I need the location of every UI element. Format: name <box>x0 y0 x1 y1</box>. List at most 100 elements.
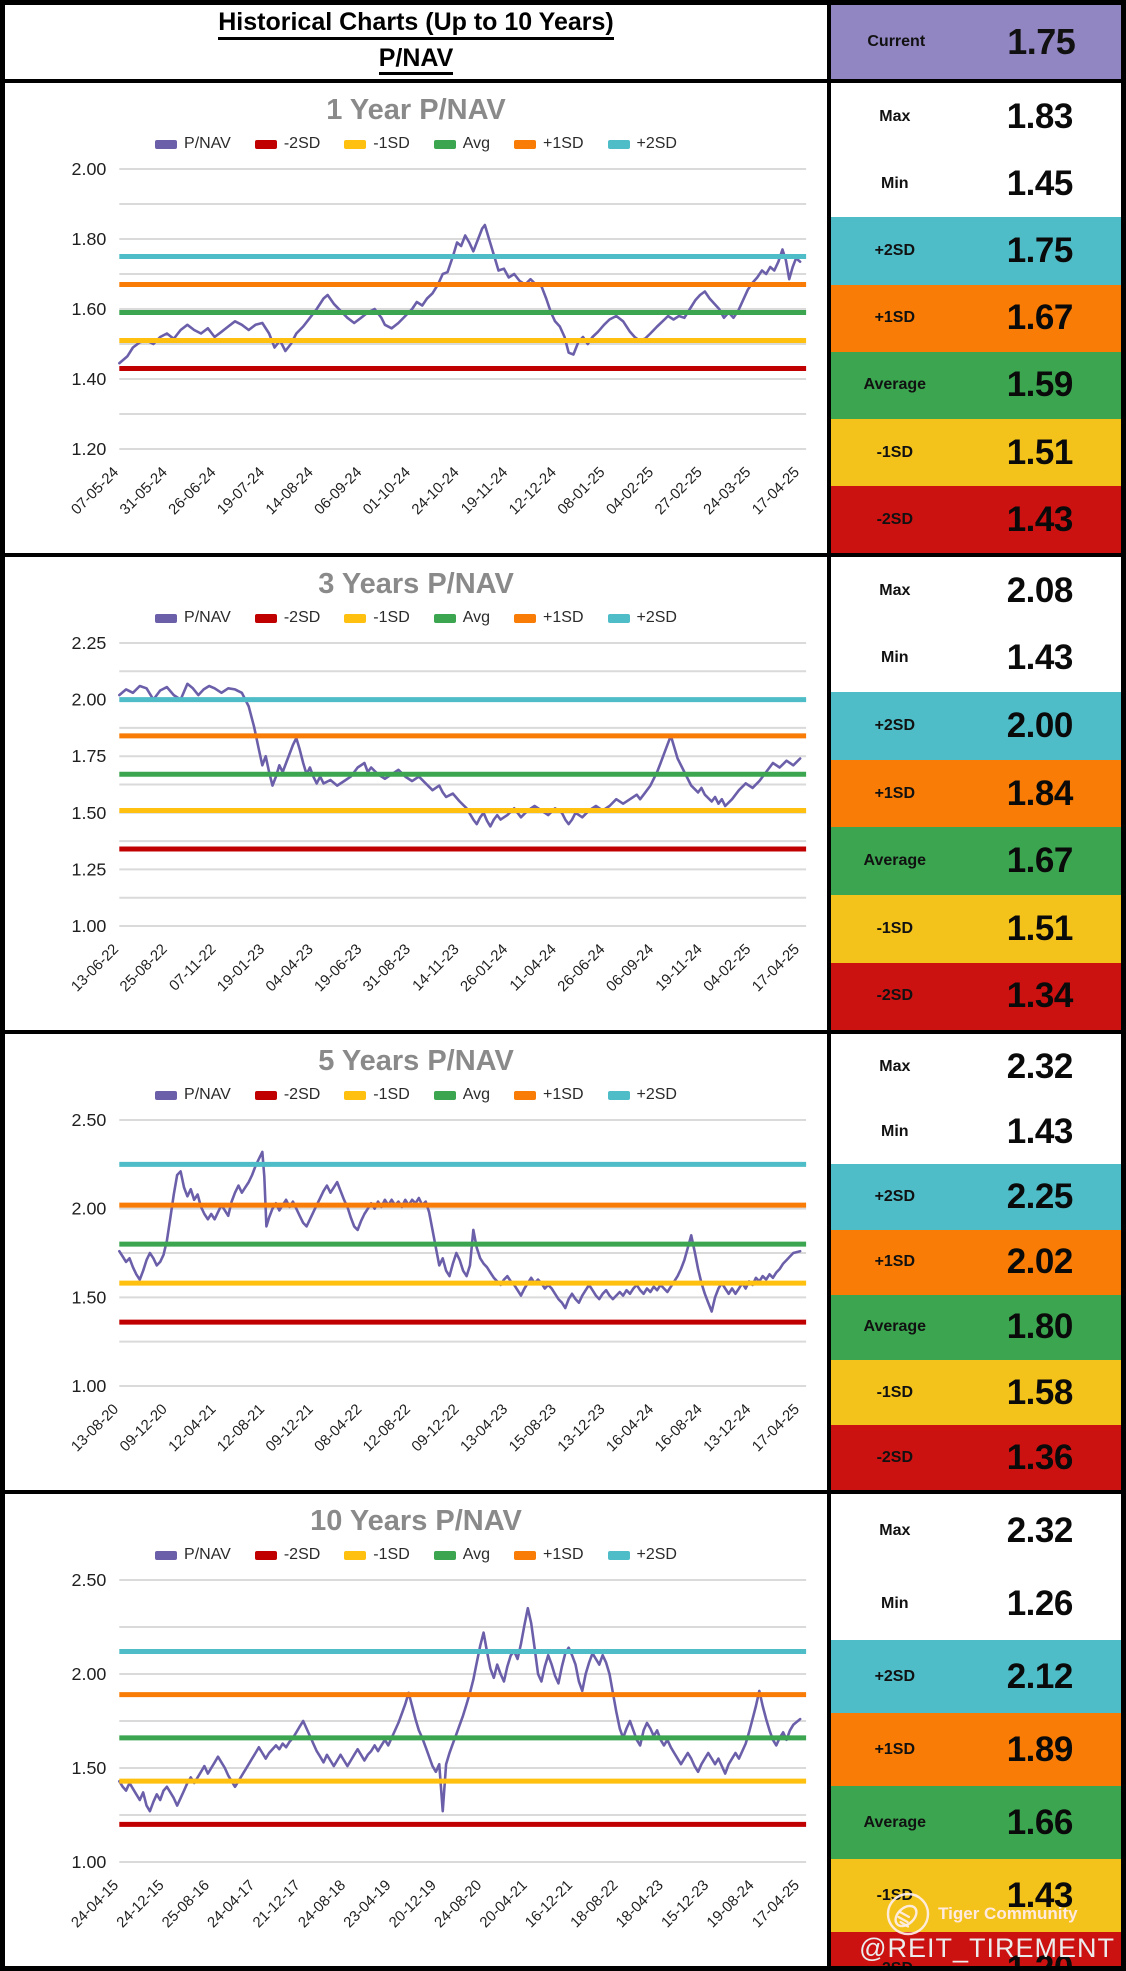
y-tick-label: 1.00 <box>72 916 107 936</box>
stat-row-max: Max 1.83 <box>831 83 1121 150</box>
legend-item: +2SD <box>607 609 677 627</box>
chart-block-1: 1 Year P/NAV P/NAV -2SD -1SD Avg +1SD +2SD 1.… <box>5 79 1121 553</box>
stat-label: -1SD <box>876 919 914 937</box>
stat-label: Min <box>881 649 909 667</box>
stat-value: 2.32 <box>1006 1510 1074 1550</box>
stat-value: 1.89 <box>1006 1729 1074 1769</box>
legend-item: +2SD <box>607 1086 677 1104</box>
x-tick-label: 04-04-23 <box>263 941 317 995</box>
stat-row-min: Min 1.26 <box>831 1567 1121 1640</box>
legend-label: -1SD <box>373 1086 410 1103</box>
stat-label: +1SD <box>874 1740 916 1758</box>
legend-item: -2SD <box>254 609 320 627</box>
stat-row-average: Average 1.66 <box>831 1786 1121 1859</box>
x-tick-label: 17-04-25 <box>749 1401 803 1455</box>
chart-block-2: 3 Years P/NAV P/NAV -2SD -1SD Avg +1SD +2SD 1… <box>5 553 1121 1030</box>
x-tick-label: 19-08-24 <box>703 1877 757 1931</box>
stat-label: Max <box>879 581 911 599</box>
stat-row-min: Min 1.43 <box>831 1099 1121 1164</box>
current-cell: Current 1.75 <box>831 5 1121 79</box>
x-tick-label: 13-04-23 <box>457 1401 511 1455</box>
x-tick-label: 24-08-18 <box>295 1877 349 1931</box>
stat-value: 2.08 <box>1006 570 1074 610</box>
stat-label: Average <box>863 852 927 870</box>
stat-value: 1.59 <box>1006 365 1074 405</box>
x-tick-label: 19-06-23 <box>311 941 365 995</box>
chart-legend: P/NAV -2SD -1SD Avg +1SD +2SD <box>5 1082 827 1108</box>
x-tick-label: 24-03-25 <box>700 464 754 518</box>
stat-label: Min <box>881 1594 909 1612</box>
y-tick-label: 1.00 <box>72 1852 107 1872</box>
title-line-1: Historical Charts (Up to 10 Years) <box>218 9 614 40</box>
legend-item: +2SD <box>607 1546 677 1564</box>
legend-item: Avg <box>433 609 490 627</box>
stat-label: +1SD <box>874 784 916 802</box>
x-tick-label: 18-08-22 <box>567 1877 621 1931</box>
stat-label: -2SD <box>876 987 914 1005</box>
x-tick-label: 23-04-19 <box>340 1877 394 1931</box>
stats-panel: Max 2.08 Min 1.43 +2SD 2.00 +1SD 1.84 Average 1.6… <box>831 557 1121 1030</box>
stat-label: Min <box>881 174 909 192</box>
x-tick-label: 08-04-22 <box>311 1401 365 1455</box>
legend-label: +1SD <box>543 1546 584 1563</box>
x-tick-label: 19-07-24 <box>214 464 268 518</box>
legend-swatch-icon <box>433 613 456 623</box>
pnav-series-line <box>118 223 802 365</box>
stat-label: +2SD <box>874 1187 916 1205</box>
current-value: 1.75 <box>1007 21 1076 62</box>
pnav-series-line <box>118 682 802 828</box>
legend-label: +2SD <box>636 609 677 626</box>
legend-swatch-icon <box>607 1550 630 1560</box>
legend-item: P/NAV <box>155 1546 231 1564</box>
stat-label: -1SD <box>876 1383 914 1401</box>
x-tick-label: 13-12-24 <box>700 1401 754 1455</box>
stat-label: Average <box>863 1318 927 1336</box>
y-tick-label: 1.25 <box>72 859 107 879</box>
stat-value: 2.25 <box>1006 1176 1074 1216</box>
legend-item: -1SD <box>344 1546 410 1564</box>
x-tick-label: 13-08-20 <box>68 1401 122 1455</box>
stat-value: 1.83 <box>1006 96 1074 136</box>
stat-row-plus2sd: +2SD 1.75 <box>831 217 1121 285</box>
stat-row-average: Average 1.67 <box>831 827 1121 895</box>
stat-row-plus1sd: +1SD 1.84 <box>831 759 1121 828</box>
watermark-brand-row: Tiger Community <box>885 1891 1115 1937</box>
stat-row-plus2sd: +2SD 2.12 <box>831 1640 1121 1713</box>
stat-label: Min <box>881 1122 909 1140</box>
x-tick-label: 24-04-15 <box>68 1877 122 1931</box>
legend-swatch-icon <box>344 1090 367 1100</box>
legend-item: +1SD <box>514 609 584 627</box>
stat-row-average: Average 1.80 <box>831 1294 1121 1360</box>
x-tick-label: 01-10-24 <box>360 464 414 518</box>
stat-value: 1.84 <box>1006 773 1074 813</box>
title-line-2: P/NAV <box>378 44 454 75</box>
x-tick-label: 19-11-24 <box>652 941 705 995</box>
legend-swatch-icon <box>344 139 367 149</box>
stat-row-minus1sd: -1SD 1.51 <box>831 894 1121 963</box>
legend-swatch-icon <box>514 139 537 149</box>
y-tick-label: 1.80 <box>72 229 107 249</box>
stat-label: Max <box>879 1521 911 1539</box>
legend-swatch-icon <box>254 1090 277 1100</box>
y-tick-label: 1.60 <box>72 299 107 319</box>
stat-value: 2.12 <box>1006 1656 1074 1696</box>
current-label: Current <box>867 33 926 50</box>
legend-label: +2SD <box>636 135 677 152</box>
x-tick-label: 11-04-24 <box>506 941 559 995</box>
watermark-brand: Tiger Community <box>938 1904 1078 1923</box>
legend-swatch-icon <box>514 1550 537 1560</box>
stat-row-minus1sd: -1SD 1.51 <box>831 418 1121 487</box>
x-tick-label: 04-02-25 <box>603 464 657 518</box>
x-tick-label: 15-08-23 <box>506 1401 560 1455</box>
x-tick-label: 31-08-23 <box>360 941 414 995</box>
y-tick-label: 2.25 <box>72 633 107 653</box>
chart-area: 1 Year P/NAV P/NAV -2SD -1SD Avg +1SD +2SD 1.… <box>5 83 831 553</box>
x-tick-label: 25-08-22 <box>117 941 171 995</box>
y-tick-label: 2.00 <box>72 1664 107 1684</box>
x-tick-label: 06-09-24 <box>603 941 657 995</box>
stat-row-plus2sd: +2SD 2.00 <box>831 692 1121 760</box>
stat-value: 2.32 <box>1006 1046 1074 1086</box>
chart-area: 5 Years P/NAV P/NAV -2SD -1SD Avg +1SD +2SD 1… <box>5 1034 831 1490</box>
stat-value: 1.43 <box>1006 1875 1074 1915</box>
